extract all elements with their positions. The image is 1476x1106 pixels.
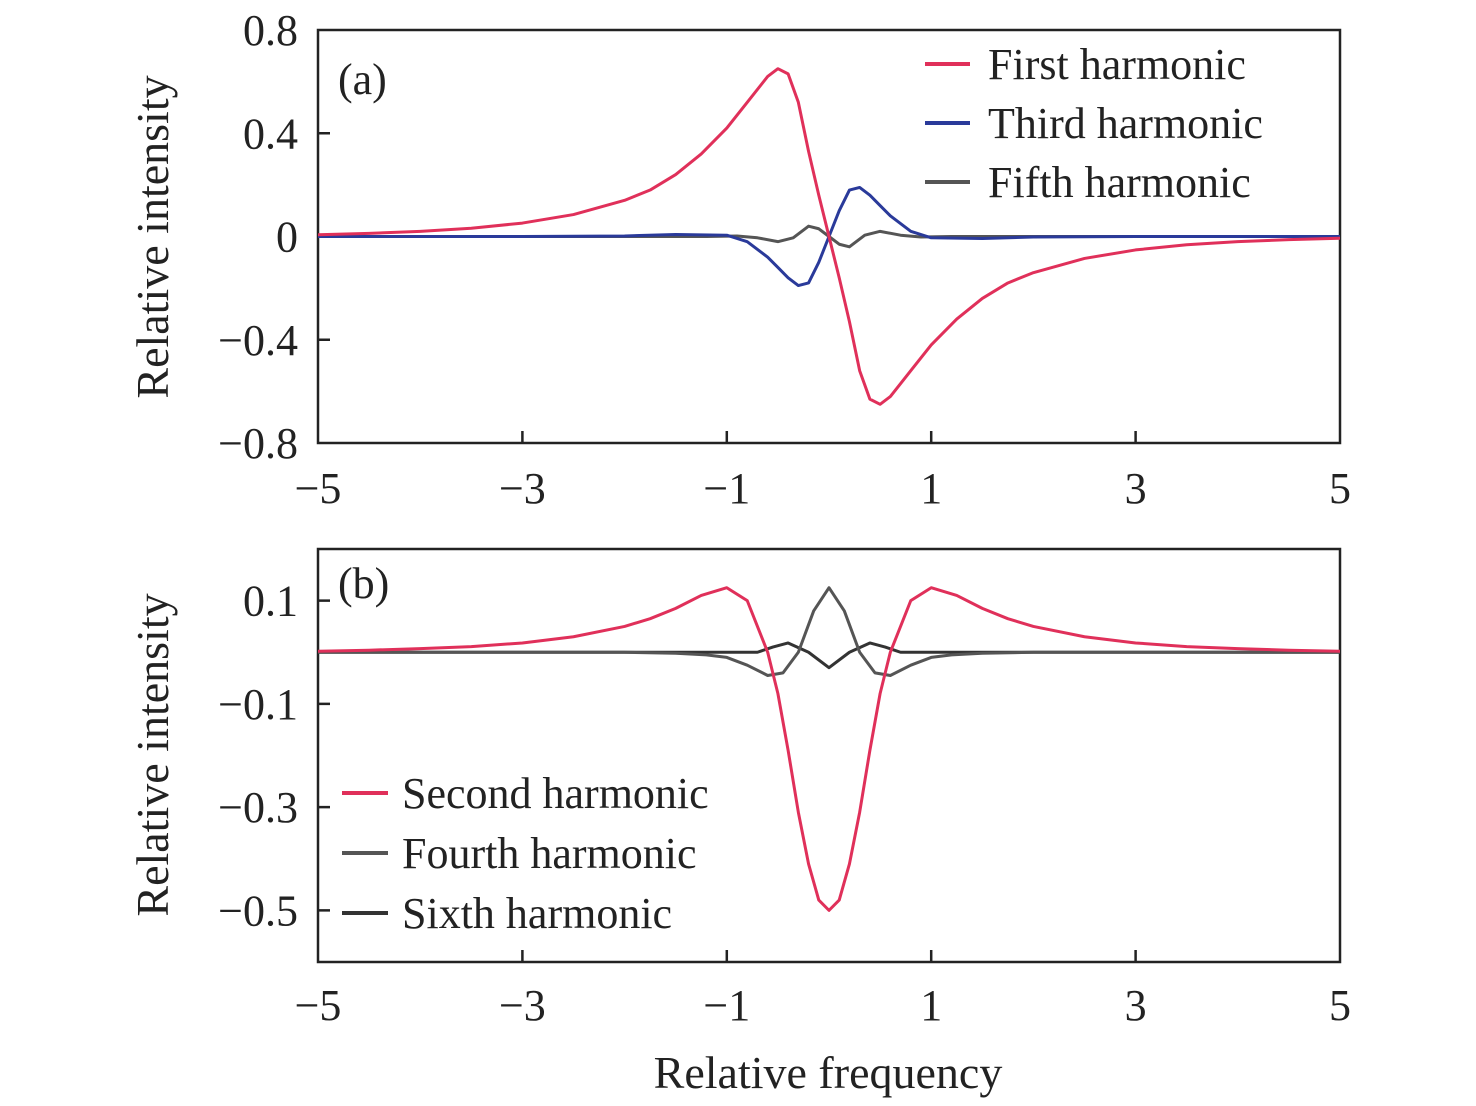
- x-tick-label: 1: [920, 981, 942, 1030]
- x-tick-label: 5: [1329, 464, 1351, 513]
- x-tick-label: 3: [1125, 464, 1147, 513]
- y-tick-label: −0.4: [218, 316, 298, 365]
- x-tick-label: −5: [295, 464, 342, 513]
- legend-label: First harmonic: [988, 40, 1246, 89]
- legend-label: Fifth harmonic: [988, 158, 1251, 207]
- series-group: [318, 67, 1340, 406]
- y-tick-label: 0.1: [243, 577, 298, 626]
- x-tick-label: 5: [1329, 981, 1351, 1030]
- y-axis-title: Relative intensity: [127, 75, 178, 398]
- x-tick-label: 3: [1125, 981, 1147, 1030]
- y-tick-label: −0.3: [218, 783, 298, 832]
- plot-frame: [316, 547, 1342, 964]
- x-tick-label: −3: [499, 464, 546, 513]
- series-line-fourth-harmonic: [318, 586, 1340, 677]
- x-axis-title: Relative frequency: [654, 1047, 1003, 1098]
- panel-label: (a): [338, 55, 387, 104]
- x-tick-label: 1: [920, 464, 942, 513]
- legend-label: Fourth harmonic: [402, 829, 697, 878]
- x-tick-label: −1: [703, 981, 750, 1030]
- x-tick-label: −5: [295, 981, 342, 1030]
- panel-a: −5 −3 −1 1 3 5 0.8 0.4 0 −0.4 −0.8 Relative intensi…: [127, 6, 1351, 513]
- panel-b: −5 −3 −1 1 3 5 0.1 −0.1 −0.3 −0.5 Relative intensi…: [127, 547, 1351, 1030]
- panel-label: (b): [338, 559, 389, 608]
- y-tick-label: 0.4: [243, 109, 298, 158]
- series-line-first-harmonic: [318, 67, 1340, 406]
- y-tick-label: 0: [276, 213, 298, 262]
- series-line-second-harmonic: [318, 586, 1340, 912]
- y-axis-title: Relative intensity: [127, 593, 178, 916]
- y-tick-label: −0.5: [218, 886, 298, 935]
- legend-label: Second harmonic: [402, 769, 709, 818]
- series-line-sixth-harmonic: [318, 641, 1340, 670]
- legend-label: Sixth harmonic: [402, 889, 672, 938]
- y-tick-label: 0.8: [243, 6, 298, 55]
- x-tick-label: −3: [499, 981, 546, 1030]
- y-tick-label: −0.8: [218, 419, 298, 468]
- series-group: [318, 586, 1340, 912]
- legend-label: Third harmonic: [988, 99, 1263, 148]
- x-tick-label: −1: [703, 464, 750, 513]
- y-tick-label: −0.1: [218, 680, 298, 729]
